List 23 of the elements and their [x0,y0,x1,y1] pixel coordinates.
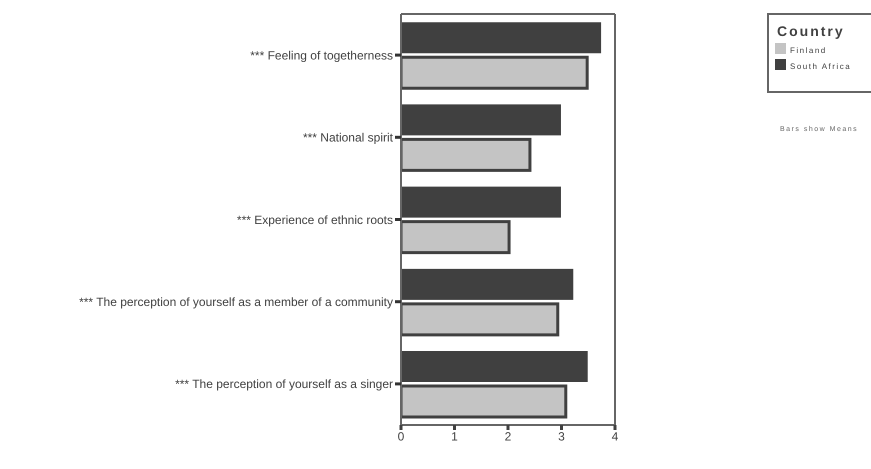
y-tick-label: *** The perception of yourself as a member of a community [79,294,393,309]
x-tick-label: 0 [398,430,405,444]
x-tick-label: 3 [558,430,566,444]
y-tick-label: *** Feeling of togetherness [250,48,393,62]
bar [401,220,511,254]
y-tick-label: *** Experience of ethnic roots [236,212,393,227]
x-tick-label: 1 [451,430,458,444]
bar [401,104,561,136]
bar [401,268,574,300]
bar [401,351,588,382]
x-tick-label: 4 [612,430,619,444]
legend-label: South Africa [790,62,852,71]
bar [401,384,568,419]
bar [401,302,560,336]
legend-title: Country [777,23,846,39]
bar [401,138,532,172]
y-tick-label: *** National spirit [302,130,394,145]
bar [401,56,589,90]
legend-label: Finland [790,46,827,55]
y-tick-label: *** The perception of yourself as a singer [175,377,393,392]
bar [401,186,561,218]
x-tick-label: 2 [504,430,512,444]
bar [401,22,602,54]
